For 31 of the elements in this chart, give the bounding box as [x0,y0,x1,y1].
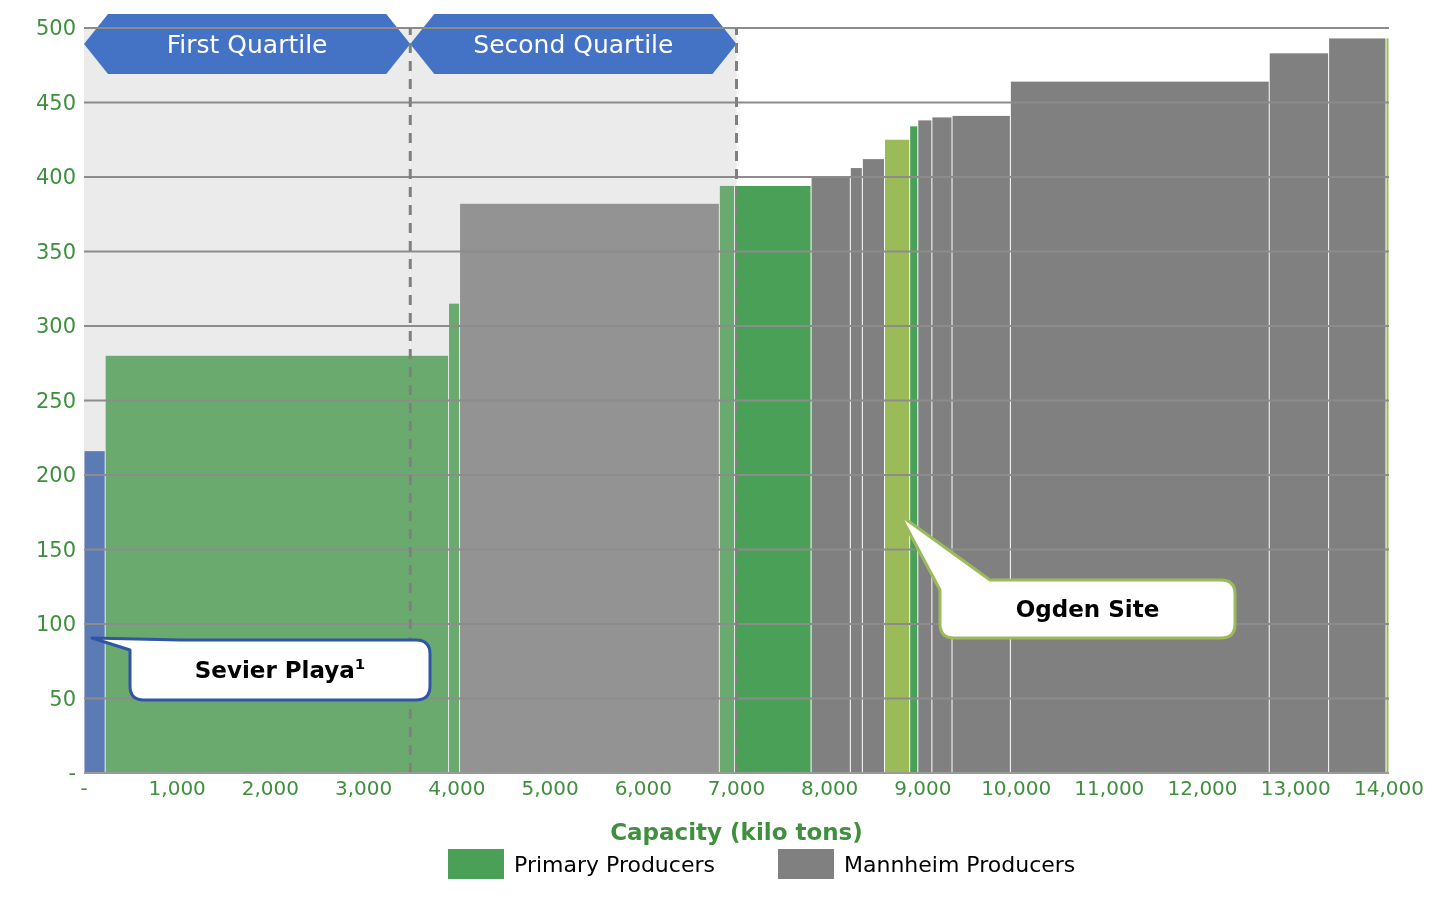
x-tick-label: 5,000 [521,776,579,801]
y-tick-label: 500 [35,16,76,41]
legend-label: Primary Producers [514,851,715,877]
x-tick-label: 3,000 [335,776,393,801]
band-label: First Quartile [166,29,328,59]
y-tick-label: 300 [35,314,76,339]
y-tick-label: 50 [49,686,76,711]
x-tick-label: 8,000 [801,776,859,801]
x-tick-label: 13,000 [1260,776,1331,801]
y-tick-label: 450 [35,90,76,115]
x-tick-label: 1,000 [148,776,206,801]
y-tick-label: 350 [35,239,76,264]
annotation: Sevier Playa$^{1}$ [194,655,366,684]
x-tick-label: 12,000 [1167,776,1238,801]
annotation: Ogden Site [1015,596,1160,623]
y-tick-label: 250 [35,388,76,413]
x-tick-label: 2,000 [241,776,300,801]
y-tick-label: 100 [35,612,76,637]
x-tick-label: 10,000 [981,776,1052,801]
x-tick-label: 14,000 [1354,776,1424,801]
x-tick-label: 9,000 [894,776,952,801]
y-tick-label: 200 [35,463,76,488]
legend-label: Mannheim Producers [844,851,1076,877]
x-axis-title: Capacity (kilo tons) [610,819,863,845]
x-tick-label: 11,000 [1074,776,1145,801]
y-tick-label: 150 [35,537,76,562]
x-tick-label: 6,000 [614,776,672,801]
x-tick-label: 4,000 [428,776,486,801]
x-tick-label: 7,000 [707,776,766,801]
band-label: Second Quartile [473,29,674,59]
y-tick-label: 400 [35,165,76,190]
